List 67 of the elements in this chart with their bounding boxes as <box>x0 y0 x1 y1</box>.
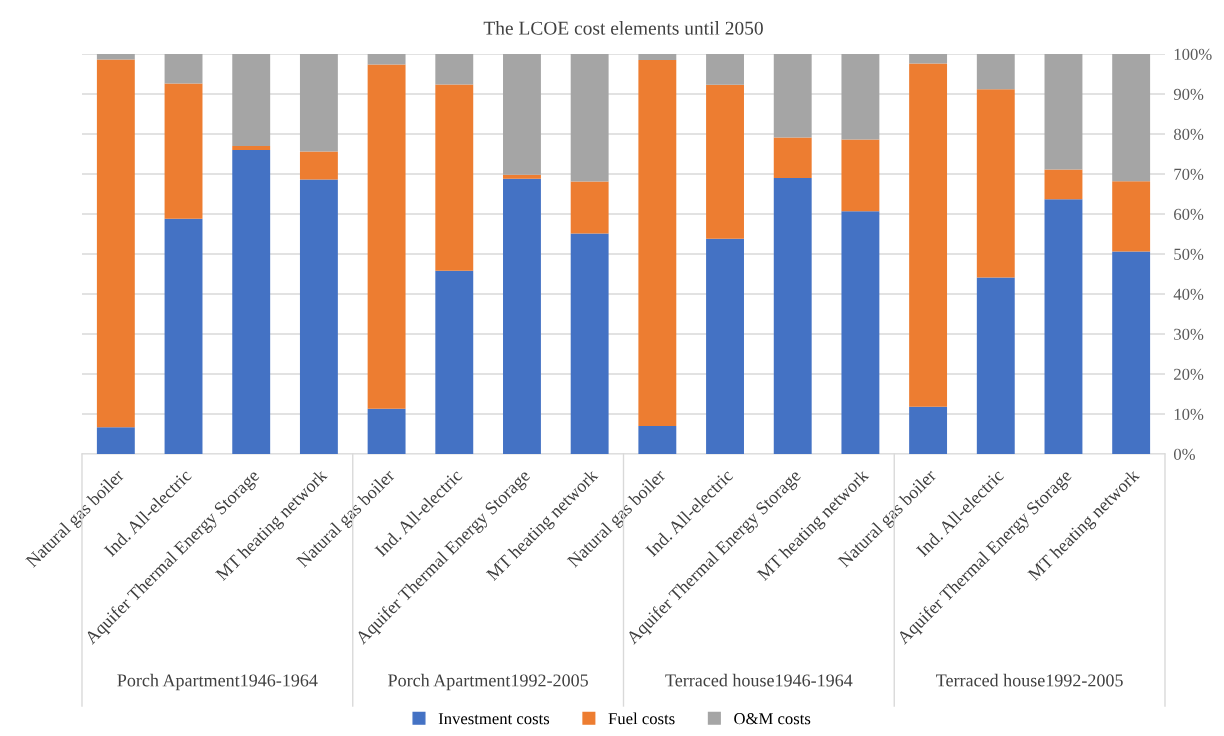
bar <box>96 59 135 428</box>
y-tick-label: 80% <box>1173 128 1204 140</box>
bar <box>976 89 1015 278</box>
bar <box>1112 54 1151 182</box>
legend-label: Fuel costs <box>608 712 675 725</box>
y-tick-label: 70% <box>1174 168 1204 180</box>
bar <box>232 146 271 150</box>
y-tick-label: 10% <box>1174 408 1204 420</box>
bar <box>841 211 880 454</box>
y-tick-label: 60% <box>1174 208 1204 220</box>
bar <box>841 54 880 140</box>
bar <box>503 174 541 179</box>
bar <box>1044 169 1083 200</box>
bar <box>570 181 609 234</box>
y-tick-label: 100% <box>1174 48 1212 60</box>
y-tick-label: 40% <box>1173 288 1204 300</box>
bar <box>435 270 474 454</box>
bar <box>773 54 812 138</box>
bar <box>570 54 609 182</box>
bar <box>1044 54 1083 170</box>
y-tick-label: 0% <box>1173 448 1195 460</box>
bar <box>976 277 1015 454</box>
bar <box>706 238 744 454</box>
bar <box>909 54 948 64</box>
text: Terraced house1946-1964 <box>665 673 853 687</box>
bar <box>638 54 677 60</box>
chart-title: The LCOE cost elements until 2050 <box>483 21 763 35</box>
bar <box>706 84 744 239</box>
bar <box>841 139 880 212</box>
bar <box>367 408 406 454</box>
bar <box>773 137 812 178</box>
bar <box>503 54 541 175</box>
text: Porch Apartment1992-2005 <box>388 673 588 691</box>
bar <box>367 64 406 409</box>
bar <box>96 427 135 454</box>
bar <box>299 179 338 454</box>
y-tick-label: 20% <box>1174 368 1204 380</box>
bar <box>706 54 744 85</box>
y-tick-label: 90% <box>1173 88 1204 100</box>
bar <box>299 54 338 152</box>
legend-label: O&M costs <box>734 713 811 725</box>
bar <box>164 218 203 454</box>
y-tick-label: 50% <box>1174 248 1204 260</box>
bar <box>570 233 609 454</box>
bar <box>503 178 541 454</box>
bar <box>976 54 1015 90</box>
bar <box>909 406 948 454</box>
bar <box>299 151 338 180</box>
bar <box>1112 181 1151 252</box>
bar <box>164 83 203 219</box>
bar <box>638 60 677 426</box>
bar <box>909 63 948 407</box>
legend-label: Investment costs <box>438 713 550 725</box>
bar <box>1044 199 1083 454</box>
bar <box>96 54 135 60</box>
bar <box>435 84 474 271</box>
bar <box>232 150 271 454</box>
text: Porch Apartment1946-1964 <box>117 673 318 691</box>
bar <box>638 426 677 454</box>
bar <box>1112 251 1151 454</box>
bar <box>773 178 812 454</box>
bar <box>164 54 203 84</box>
bar <box>367 54 406 65</box>
bar <box>232 54 271 146</box>
y-tick-label: 30% <box>1174 328 1204 340</box>
text: Terraced house1992-2005 <box>936 673 1123 687</box>
bar <box>435 54 474 85</box>
